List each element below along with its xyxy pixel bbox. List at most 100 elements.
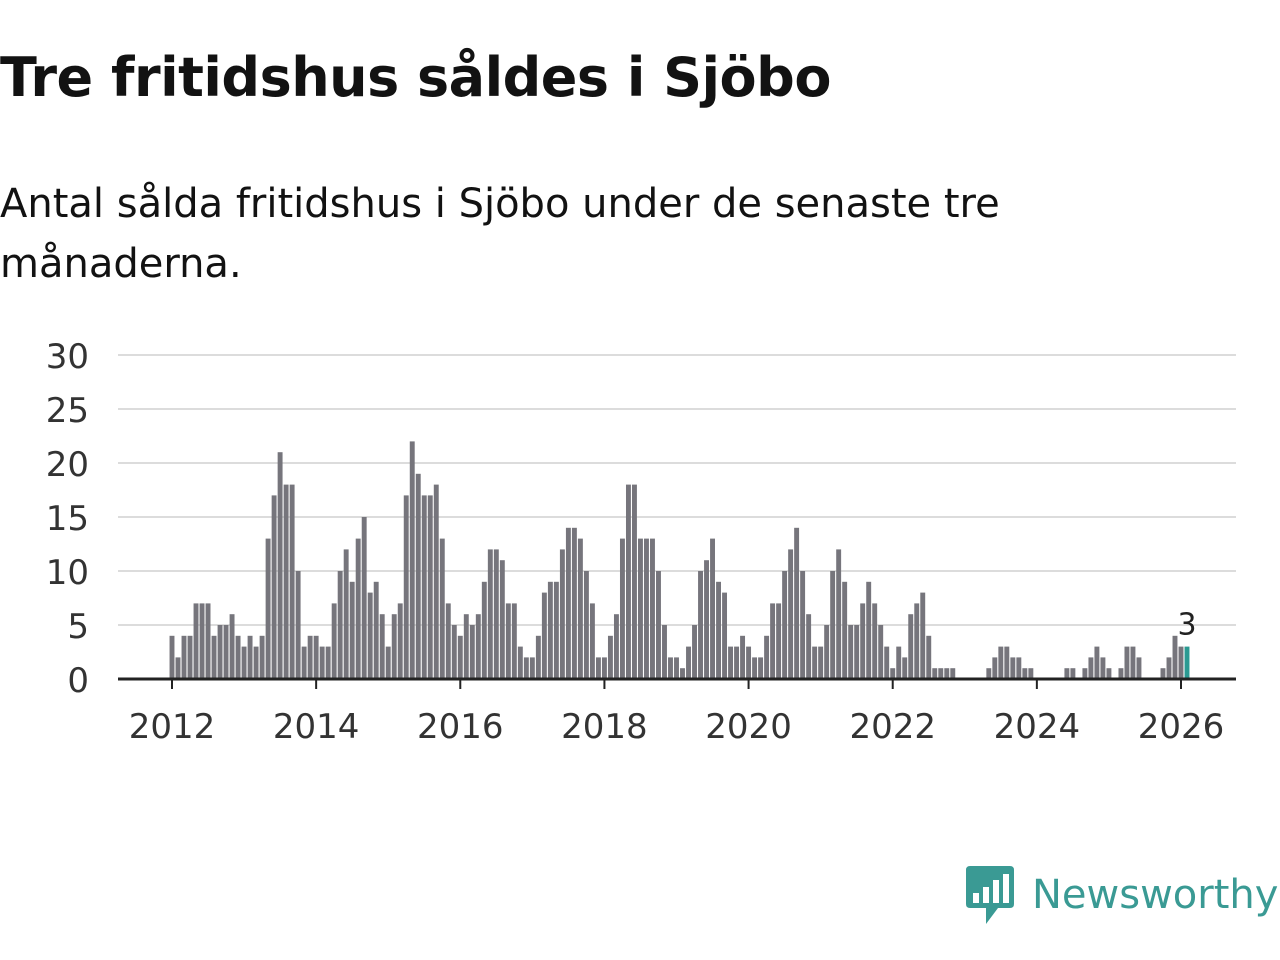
bar: [704, 560, 709, 679]
bar: [872, 603, 878, 679]
bar: [289, 484, 295, 679]
bar: [710, 538, 715, 679]
newsworthy-logo-icon: [966, 866, 1014, 924]
bar: [463, 614, 469, 679]
bar: [247, 635, 253, 679]
x-tick-label: 2016: [417, 707, 504, 747]
bar: [692, 625, 697, 679]
bar: [505, 603, 511, 679]
bar: [295, 571, 301, 679]
x-tick-label: 2014: [273, 707, 360, 747]
bar: [752, 657, 758, 679]
bar: [571, 527, 577, 679]
bar: [674, 657, 679, 679]
x-tick-label: 2012: [129, 707, 216, 747]
bar: [385, 646, 391, 679]
bar: [451, 625, 457, 679]
y-tick-label: 30: [46, 337, 89, 377]
bar: [764, 635, 770, 679]
bar: [914, 603, 920, 679]
bar: [1016, 657, 1022, 679]
bar: [193, 603, 199, 679]
bar: [1166, 657, 1172, 679]
newsworthy-logo-text: Newsworthy: [1032, 872, 1279, 918]
bar: [217, 625, 223, 679]
bar: [644, 538, 649, 679]
bar: [902, 657, 908, 679]
bar: [1136, 657, 1142, 679]
bar: [613, 614, 619, 679]
bar: [511, 603, 517, 679]
bar: [235, 635, 241, 679]
y-tick-label: 5: [67, 607, 89, 647]
x-tick-label: 2018: [561, 707, 648, 747]
bar: [686, 646, 691, 679]
bar: [800, 571, 806, 679]
bar: [565, 527, 571, 679]
x-tick-label: 2026: [1138, 707, 1225, 747]
bar: [854, 625, 860, 679]
bar: [601, 657, 607, 679]
bar: [529, 657, 535, 679]
bar: [427, 495, 433, 679]
bar: [469, 625, 475, 679]
bar: [343, 549, 349, 679]
bar: [625, 484, 631, 679]
bar: [391, 614, 397, 679]
bar: [175, 657, 181, 679]
bar: [337, 571, 343, 679]
y-tick-label: 20: [46, 445, 89, 485]
bar: [253, 646, 259, 679]
bar: [283, 484, 289, 679]
bar: [325, 646, 331, 679]
bar: [307, 635, 313, 679]
bar: [662, 625, 667, 679]
bar: [259, 635, 265, 679]
bar: [926, 635, 932, 679]
bar-highlight: [1184, 646, 1190, 679]
y-tick-label: 10: [46, 553, 89, 593]
bar: [1100, 657, 1106, 679]
bar: [1094, 646, 1100, 679]
bar: [301, 646, 307, 679]
bar: [806, 614, 812, 679]
bar: [920, 592, 926, 679]
labels: 3: [1177, 608, 1196, 643]
bar: [415, 473, 421, 679]
bar: [1124, 646, 1130, 679]
bar: [818, 646, 824, 679]
bar: [331, 603, 337, 679]
bar: [409, 441, 415, 679]
bar: [355, 538, 361, 679]
bar: [199, 603, 205, 679]
bar: [884, 646, 890, 679]
bar: [589, 603, 595, 679]
y-tick-label: 0: [67, 661, 89, 701]
bar: [1022, 668, 1028, 679]
bar: [890, 668, 896, 679]
bar: [265, 538, 271, 679]
bar: [403, 495, 409, 679]
bar: [475, 614, 481, 679]
bar: [607, 635, 613, 679]
bar: [595, 657, 601, 679]
highlight-value-label: 3: [1177, 608, 1196, 643]
x-tick-label: 2020: [705, 707, 792, 747]
bar: [421, 495, 427, 679]
bar: [361, 517, 367, 679]
bar: [559, 549, 565, 679]
bar: [998, 646, 1004, 679]
bar: [1178, 646, 1184, 679]
x-tick-label: 2024: [994, 707, 1081, 747]
bar: [1004, 646, 1010, 679]
bar: [944, 668, 950, 679]
axes: 0 5 10 15 20 25 30 2012 2014 2016 2018 2020 2022 2024…: [46, 337, 1236, 747]
bar: [547, 581, 553, 679]
bar: [830, 571, 836, 679]
bar: [860, 603, 866, 679]
bar: [1172, 635, 1178, 679]
bar: [716, 581, 721, 679]
bar: [445, 603, 451, 679]
bar: [523, 657, 529, 679]
bar-chart: 0 5 10 15 20 25 30 2012 2014 2016 2018 2020 2022 2024…: [46, 337, 1236, 747]
